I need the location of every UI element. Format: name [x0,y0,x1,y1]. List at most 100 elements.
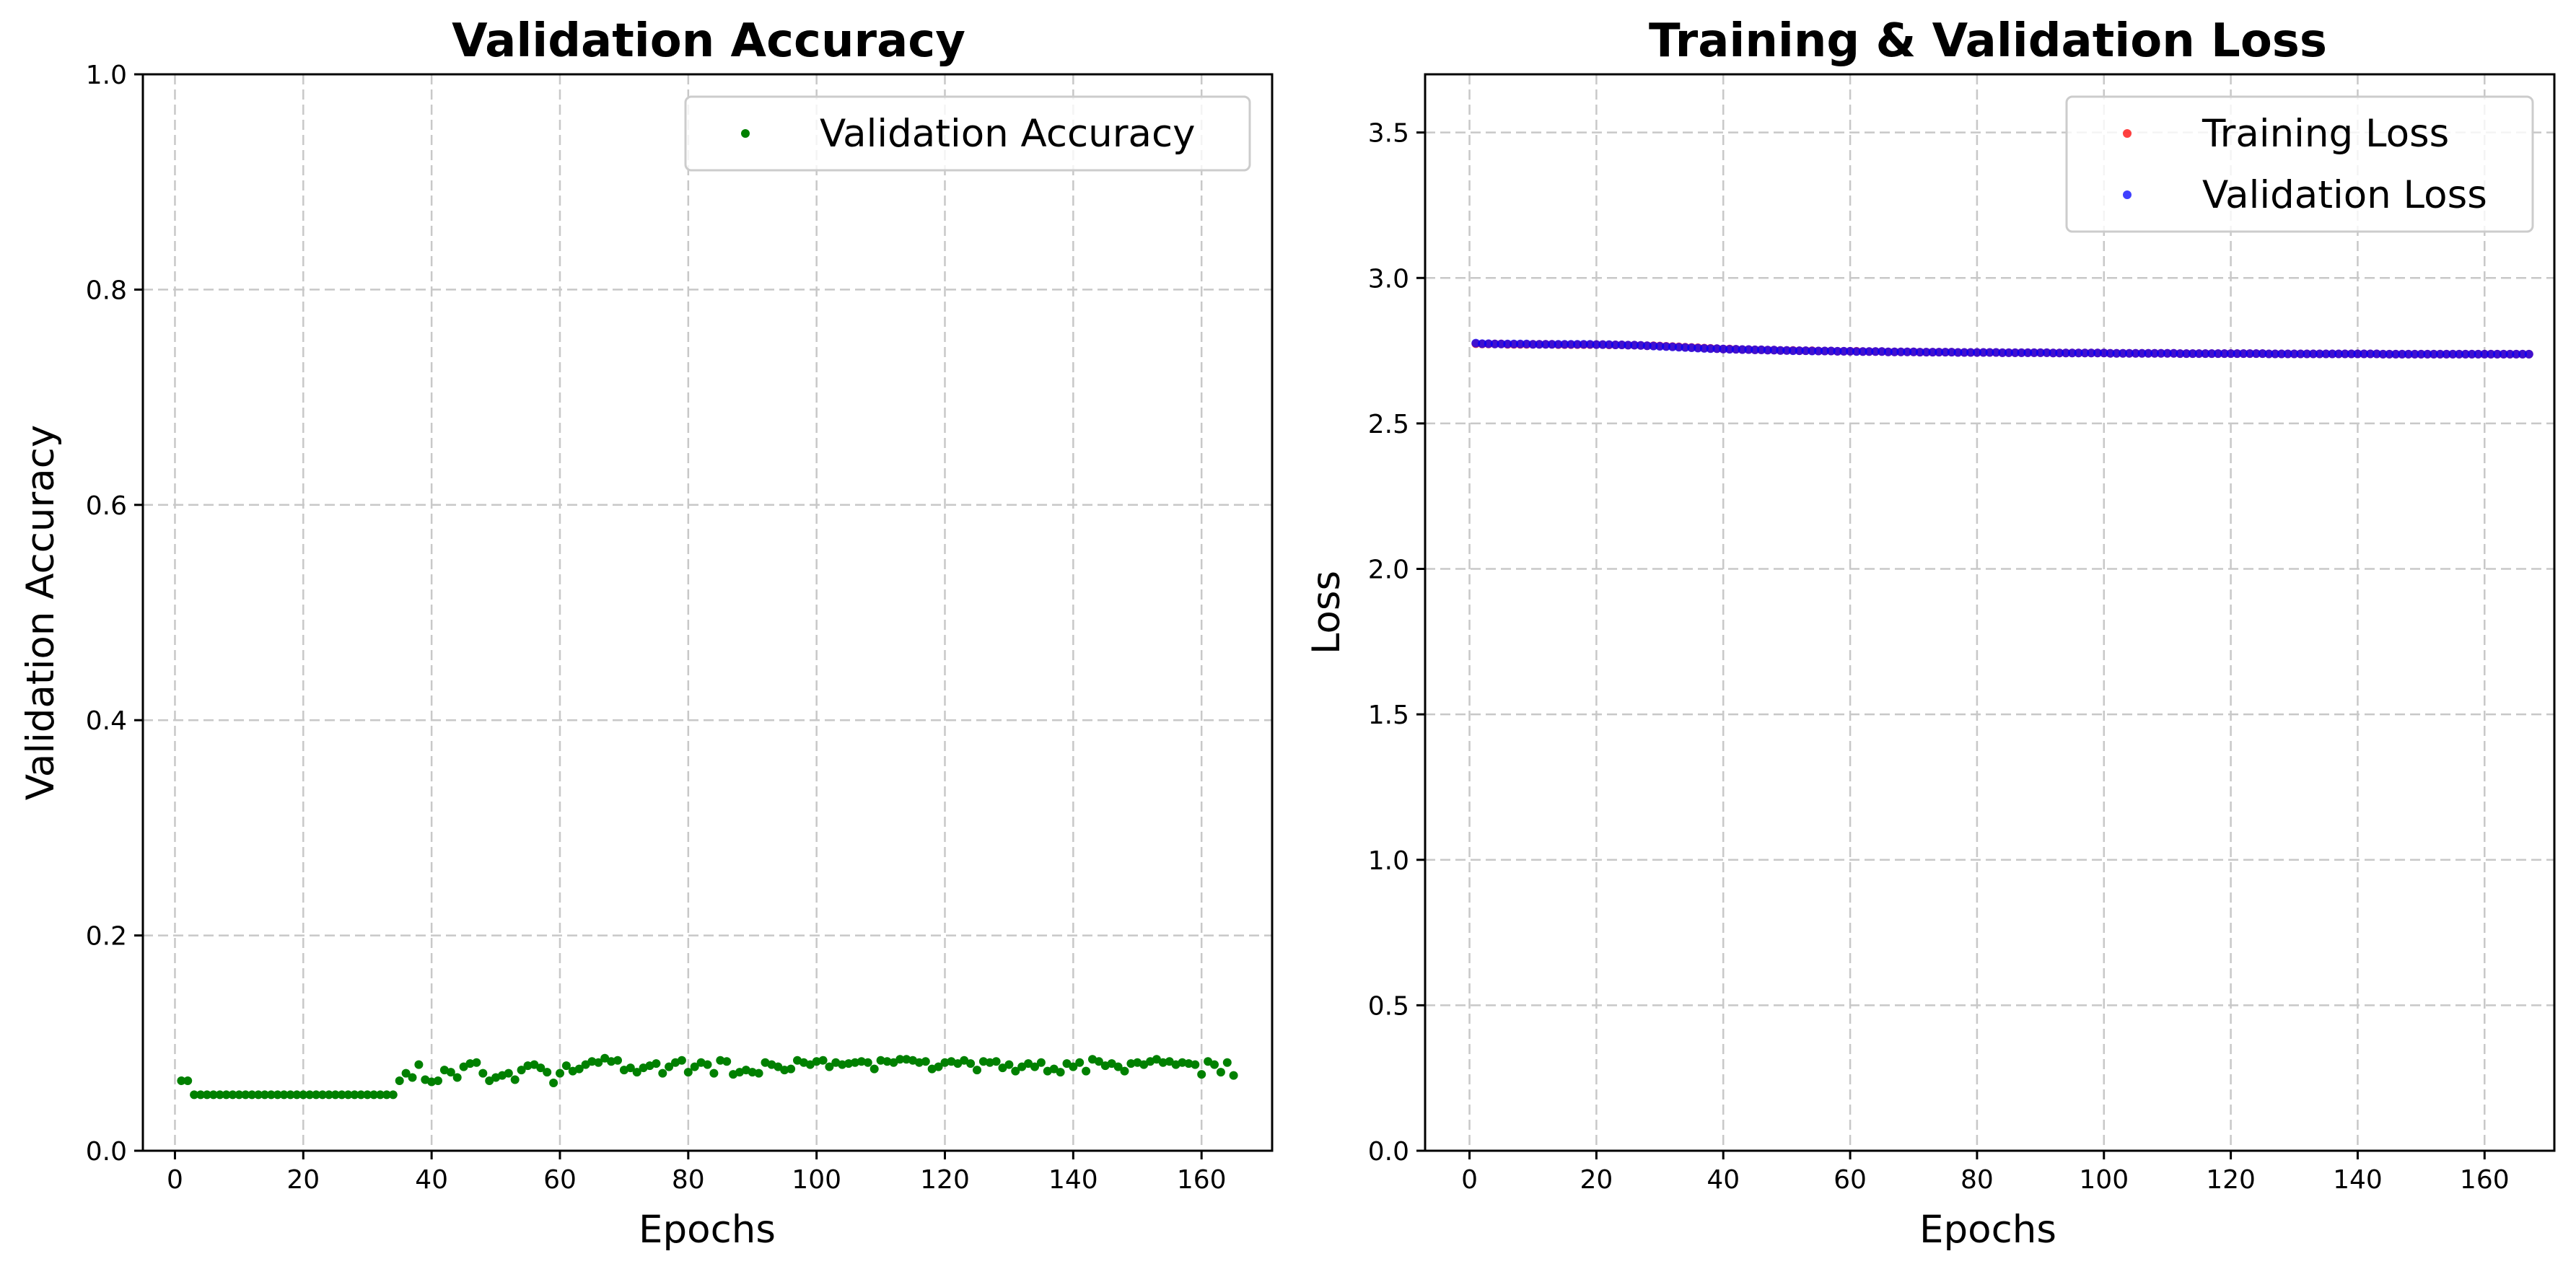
validation-loss-point [2163,348,2172,358]
validation-loss-point [2328,349,2337,359]
validation-accuracy-point [247,1090,257,1100]
validation-loss-point [2505,349,2515,359]
validation-loss-point [1731,345,1740,354]
loss-x-tick-label: 100 [2079,1165,2129,1195]
validation-accuracy-point [202,1090,211,1100]
validation-accuracy-point [388,1090,398,1100]
validation-loss-point [1478,339,1487,348]
validation-accuracy-point [748,1068,757,1077]
validation-loss-point [2251,349,2261,359]
validation-loss-point [1605,340,1613,349]
validation-loss-point [1960,348,1969,357]
validation-loss-point [2487,349,2496,359]
validation-loss-point [2448,349,2458,359]
validation-loss-point [1636,341,1645,350]
validation-accuracy-point [228,1090,237,1100]
accuracy-x-tick-label: 120 [920,1165,970,1195]
validation-accuracy-point [1178,1058,1187,1067]
validation-loss-point [1630,341,1639,350]
validation-accuracy-point [266,1090,276,1100]
validation-loss-point [2226,349,2235,359]
validation-accuracy-point [1139,1060,1149,1069]
loss-grid [1425,74,2554,1152]
validation-accuracy-point [934,1062,943,1071]
validation-loss-point [1776,346,1785,355]
validation-loss-point [1674,343,1683,352]
validation-accuracy-point [414,1060,424,1069]
validation-loss-point [2366,349,2375,359]
validation-accuracy-point [1210,1060,1219,1069]
validation-loss-point [2378,349,2388,359]
validation-accuracy-point [665,1062,674,1071]
validation-loss-point [2404,349,2413,359]
validation-accuracy-point [844,1059,854,1068]
validation-loss-point [1655,342,1665,351]
validation-loss-point [1858,347,1867,356]
validation-loss-point [2353,349,2362,359]
validation-loss-point [1649,341,1658,351]
validation-loss-point [2124,348,2134,358]
validation-loss-point [2182,349,2191,359]
validation-accuracy-point [991,1057,1001,1066]
validation-loss-point [1522,339,1531,348]
validation-accuracy-point [434,1076,442,1085]
loss-chart-title: Training & Validation Loss [1649,14,2327,68]
validation-loss-point [1826,346,1836,356]
loss-y-tick-label: 0.5 [1368,991,1409,1021]
validation-accuracy-point [209,1090,218,1100]
validation-loss-point [2169,348,2178,358]
validation-loss-point [2087,348,2096,358]
validation-accuracy-point [574,1064,584,1074]
loss-legend-marker-training [2123,129,2132,138]
accuracy-y-tick-label: 0.4 [86,706,127,736]
validation-loss-point [2283,349,2292,359]
validation-loss-point [2150,348,2160,358]
validation-accuracy-point [825,1062,834,1071]
validation-loss-point [2106,348,2115,358]
validation-accuracy-point [427,1077,437,1087]
validation-loss-point [2010,348,2020,357]
validation-loss-point [1503,339,1512,348]
validation-loss-point [2176,349,2185,359]
validation-loss-point [1611,341,1620,349]
validation-loss-point [2246,349,2254,359]
validation-loss-point [1617,341,1626,349]
validation-accuracy-point [1082,1066,1091,1076]
validation-accuracy-point [343,1090,353,1100]
validation-accuracy-point [1120,1066,1129,1076]
validation-loss-point [2239,349,2248,359]
loss-x-tick-label: 40 [1707,1165,1740,1195]
validation-accuracy-point [536,1063,546,1073]
validation-accuracy-point [286,1090,295,1100]
validation-loss-point [2410,349,2419,359]
validation-loss-point [2467,349,2476,359]
validation-loss-point [2429,349,2438,359]
validation-accuracy-point [863,1058,872,1067]
validation-loss-point [1979,348,1988,357]
validation-loss-point [2461,349,2470,359]
loss-y-tick-label: 1.0 [1368,846,1409,876]
validation-loss-point [1744,345,1753,354]
validation-accuracy-point [889,1058,898,1067]
accuracy-y-tick-label: 0.2 [86,922,127,952]
validation-loss-point [2188,349,2197,359]
validation-loss-point [2308,349,2318,359]
validation-loss-point [1966,348,1976,357]
validation-loss-point [1560,340,1569,349]
validation-loss-point [2296,349,2305,359]
loss-legend-label-validation: Validation Loss [2202,173,2487,217]
validation-accuracy-point [376,1090,385,1100]
validation-loss-point [1890,347,1899,356]
accuracy-panel: Validation Accuracy 0 20 40 60 80 100 120 140 16… [19,14,1274,1252]
validation-loss-point [2334,349,2344,359]
accuracy-x-axis-label: Epochs [639,1208,776,1252]
validation-accuracy-point [1158,1058,1167,1067]
validation-accuracy-point [652,1059,661,1068]
validation-accuracy-point [356,1090,366,1100]
validation-loss-point [2512,349,2521,359]
validation-accuracy-point [921,1057,930,1066]
validation-loss-point [2277,349,2286,359]
validation-loss-point [2055,348,2064,358]
validation-accuracy-point [838,1060,847,1069]
